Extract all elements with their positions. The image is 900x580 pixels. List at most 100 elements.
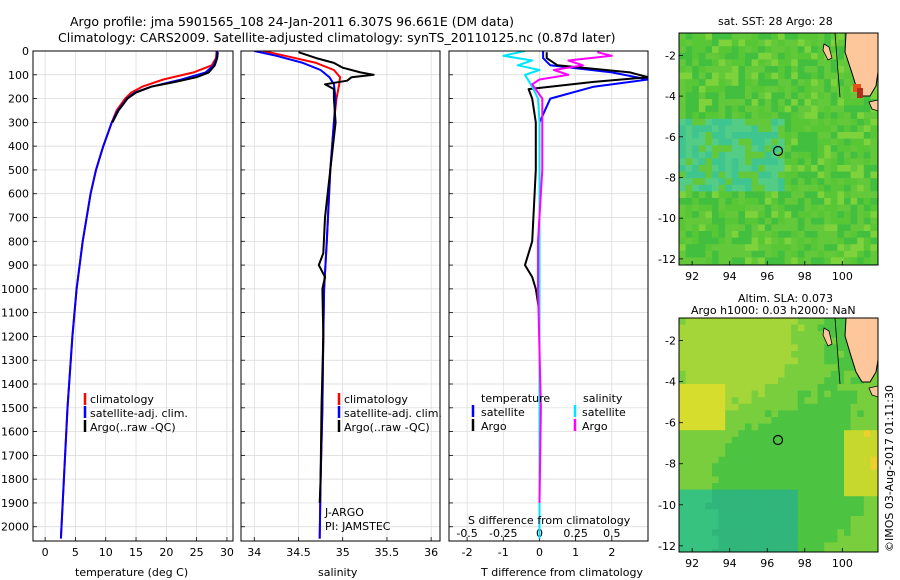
map-cell [725,529,733,537]
map-cell [685,85,693,93]
map-cell [791,198,799,205]
map-cell [830,46,838,54]
map-cell [863,390,871,398]
map-cell [731,450,739,457]
map-cell [725,423,733,431]
map-cell [745,397,752,405]
map-cell [731,184,739,192]
map-cell [830,198,838,205]
map-cell [863,549,871,552]
map-cell [857,410,865,418]
map-cell [850,231,858,238]
map-cell [830,331,838,339]
map-cell [791,158,799,166]
map-cell [725,469,733,477]
map-cell [857,423,865,431]
map-cell [705,151,713,159]
map-cell [731,463,739,471]
map-cell [751,237,759,245]
map-cell [718,171,726,179]
map-cell [712,59,719,67]
map-cell [784,184,792,192]
map-cell [863,403,871,411]
map-cell [698,417,706,424]
map-cell [837,33,845,40]
map-cell [804,198,812,205]
map-cell [791,417,799,424]
map-cell [712,79,719,87]
map-cell [784,410,792,418]
map-cell [764,430,772,438]
map-cell [745,105,752,113]
map-cell [771,257,779,265]
map-cell [745,145,752,153]
y-tick-label: 1700 [1,449,29,462]
map-cell [731,244,739,252]
map-cell [692,535,700,543]
map-cell [725,59,733,67]
map-cell [850,450,858,457]
map-cell [685,224,693,232]
map-cell [824,198,832,205]
map-cell [804,250,812,258]
map-cell [797,66,805,73]
map-cell [679,204,686,212]
map-cell [811,244,818,252]
map-cell [837,184,845,192]
map-cell [797,250,805,258]
map-cell [712,217,719,225]
map-cell [830,52,838,60]
map-cell [784,509,792,517]
map-cell [712,549,719,552]
map-cell [811,483,818,490]
map-cell [824,191,832,199]
map-cell [784,502,792,510]
map-cell [751,410,759,418]
map-cell [692,443,700,451]
map-cell [738,145,746,153]
map-cell [870,198,878,205]
x-tick-label: 35.5 [375,546,400,559]
map-cell [718,364,726,372]
map-cell [679,390,686,398]
map-cell [804,423,812,431]
map-cell [791,509,799,517]
map-cell [778,39,785,47]
map-cell [863,151,871,159]
map-cell [863,171,871,179]
y-tick-label: -2 [665,49,676,62]
map-cell [758,237,766,245]
map-cell [863,417,871,424]
map-cell [685,489,693,497]
map-cell [804,204,812,212]
map-cell [817,52,825,60]
map-cell [837,204,845,212]
y-tick-label: 400 [8,140,29,153]
map-cell [817,502,825,510]
map-cell [738,138,746,146]
map-cell [758,443,766,451]
map-cell [685,46,693,54]
map-cell [758,211,766,219]
map-cell [850,496,858,504]
map-cell [698,351,706,358]
map-cell [771,52,779,60]
map-cell [771,99,779,106]
map-cell [857,483,865,490]
map-cell [712,211,719,219]
map-cell [692,66,700,73]
map-cell [731,410,739,418]
map-cell [692,178,700,186]
map-cell [837,502,845,510]
map-cell [705,463,713,471]
map-cell [679,85,686,93]
map-cell [705,178,713,186]
map-cell [712,324,719,332]
map-cell [817,79,825,87]
map-cell [837,423,845,431]
map-cell [870,171,878,179]
map-cell [725,125,733,133]
map-cell [745,489,752,497]
map-cell [718,191,726,199]
map-cell [797,237,805,245]
